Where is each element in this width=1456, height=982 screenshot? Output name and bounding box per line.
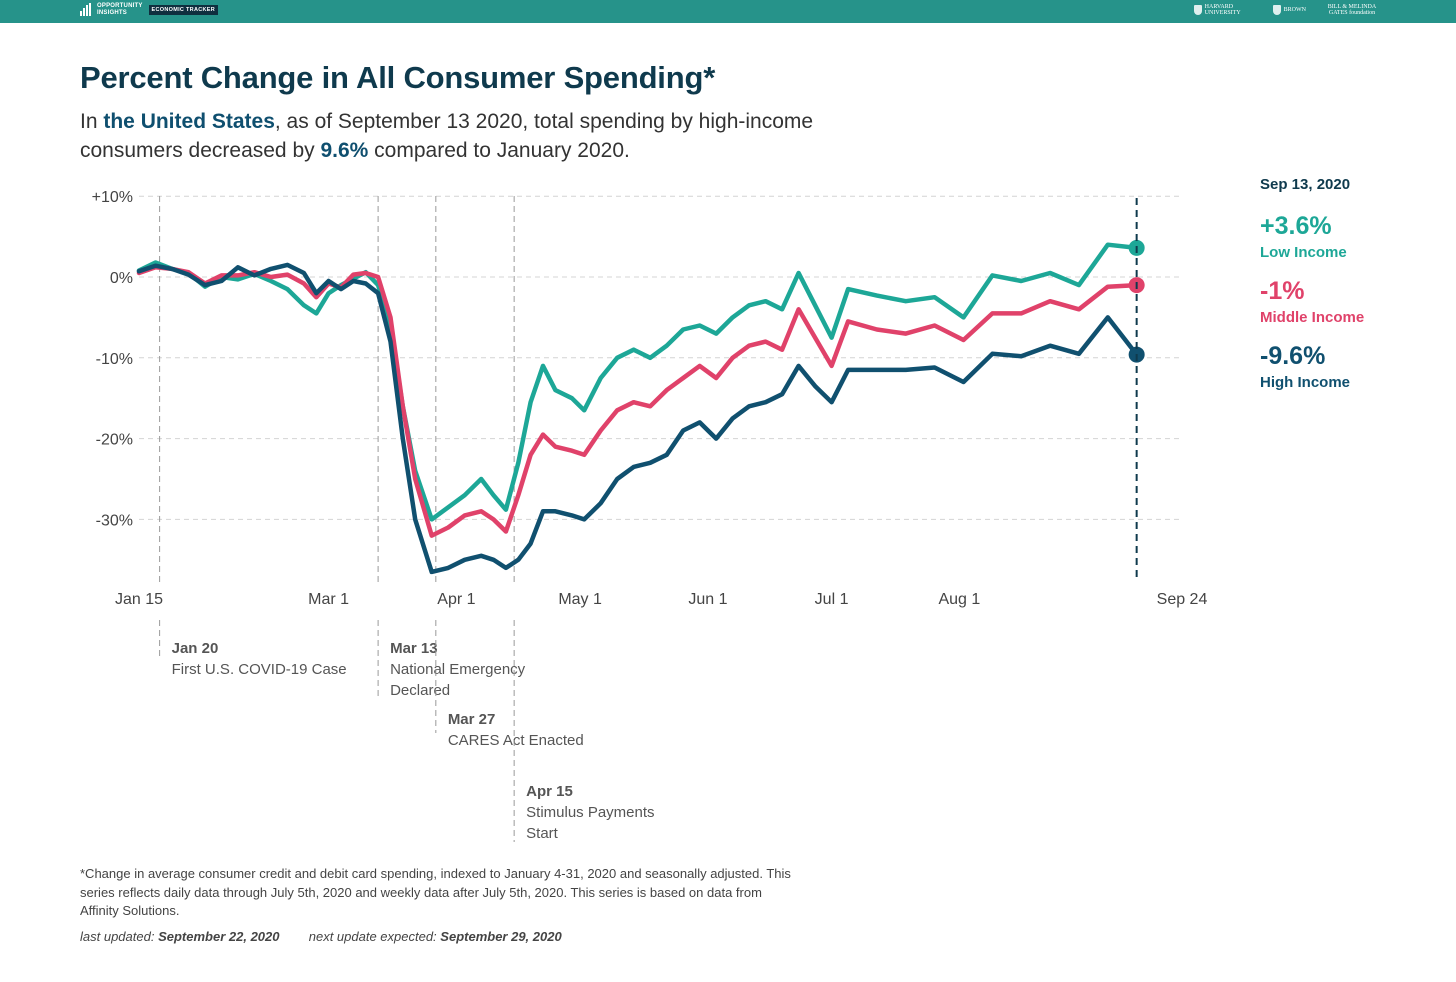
latest-date: Sep 13, 2020 xyxy=(1260,176,1351,193)
last-updated-date: September 22, 2020 xyxy=(158,929,280,944)
partner-harvard[interactable]: HARVARD UNIVERSITY xyxy=(1193,4,1253,16)
event-label: Start xyxy=(526,825,559,842)
partner-brown-label: BROWN xyxy=(1283,7,1306,13)
partner-gates[interactable]: BILL & MELINDA GATES foundation xyxy=(1326,4,1378,16)
x-tick-label: Jul 1 xyxy=(815,591,849,608)
x-tick-label: Apr 1 xyxy=(437,591,475,608)
event-annotations: Jan 20 First U.S. COVID-19 Case Mar 13 Nati… xyxy=(159,196,655,842)
x-tick-label: Jun 1 xyxy=(688,591,727,608)
next-update-date: September 29, 2020 xyxy=(440,929,562,944)
event-label: CARES Act Enacted xyxy=(448,732,584,749)
subtitle-post: compared to January 2020. xyxy=(368,139,630,162)
y-tick-label: -30% xyxy=(96,512,133,529)
page-title: Percent Change in All Consumer Spending* xyxy=(80,60,716,95)
y-tick-label: 0% xyxy=(110,270,133,287)
event-label: Declared xyxy=(390,682,450,699)
partner-gates-label: BILL & MELINDA GATES foundation xyxy=(1327,4,1377,16)
high-income-label[interactable]: High Income xyxy=(1260,374,1351,391)
bar-chart-icon xyxy=(80,3,91,16)
harvard-shield-icon xyxy=(1193,5,1202,15)
partner-logos: HARVARD UNIVERSITY BROWN BILL & MELINDA … xyxy=(1193,4,1378,16)
y-tick-label: -10% xyxy=(96,351,133,368)
partner-harvard-label: HARVARD UNIVERSITY xyxy=(1204,4,1241,16)
page-subtitle: In the United States, as of September 13… xyxy=(80,107,840,165)
brown-shield-icon xyxy=(1272,5,1281,15)
middle-income-value: -1% xyxy=(1260,277,1305,305)
x-tick-label: Sep 24 xyxy=(1157,591,1208,608)
middle-income-label[interactable]: Middle Income xyxy=(1260,309,1365,326)
low-income-summary: +3.6% Low Income xyxy=(1260,211,1364,263)
chart-series xyxy=(136,239,1145,575)
chart-grid xyxy=(139,195,1182,520)
subtitle-pre: In xyxy=(80,110,104,133)
event-label: First U.S. COVID-19 Case xyxy=(172,661,347,678)
y-tick-label: +10% xyxy=(92,189,133,206)
subtitle-value: 9.6% xyxy=(320,139,369,162)
last-updated-label: last updated: xyxy=(80,929,155,944)
partner-brown[interactable]: BROWN xyxy=(1272,5,1306,15)
event-date: Apr 15 xyxy=(526,783,573,800)
high-income-value: -9.6% xyxy=(1260,342,1326,370)
x-tick-label: Jan 15 xyxy=(115,591,163,608)
brand-name: OPPORTUNITY INSIGHTS xyxy=(97,3,143,16)
event-date: Mar 27 xyxy=(448,711,496,728)
event-label: Stimulus Payments xyxy=(526,804,654,821)
x-tick-label: Aug 1 xyxy=(938,591,980,608)
low-income-label[interactable]: Low Income xyxy=(1260,244,1347,261)
next-update-label: next update expected: xyxy=(308,929,437,944)
top-bar: OPPORTUNITY INSIGHTS ECONOMIC TRACKER HA… xyxy=(0,0,1456,23)
x-tick-label: May 1 xyxy=(558,591,602,608)
brand-line-2: INSIGHTS xyxy=(97,9,127,16)
spending-chart: Jan 20 First U.S. COVID-19 Case Mar 13 Nati… xyxy=(92,189,1207,842)
y-tick-label: -20% xyxy=(96,432,133,449)
subtitle-place[interactable]: the United States xyxy=(103,110,275,133)
update-info: last updated: September 22, 2020 next up… xyxy=(80,929,562,944)
x-axis: Jan 15 Mar 1 Apr 1 May 1 Jun 1 Jul 1 Aug 1 Sep … xyxy=(115,591,1207,608)
series-line-high xyxy=(136,262,1139,575)
y-axis: +10% 0% -10% -20% -30% xyxy=(92,189,133,529)
high-income-summary: -9.6% High Income xyxy=(1260,341,1364,393)
brand-logo[interactable]: OPPORTUNITY INSIGHTS ECONOMIC TRACKER xyxy=(80,3,219,16)
footnote: *Change in average consumer credit and d… xyxy=(80,866,791,918)
middle-income-summary: -1% Middle Income xyxy=(1260,276,1364,328)
series-line-middle xyxy=(136,265,1139,538)
event-label: National Emergency xyxy=(390,661,526,678)
event-date: Mar 13 xyxy=(390,640,438,657)
brand-tag: ECONOMIC TRACKER xyxy=(148,4,219,15)
latest-values-panel: Sep 13, 2020 +3.6% Low Income -1% Middle… xyxy=(1260,176,1364,406)
low-income-value: +3.6% xyxy=(1260,212,1332,240)
event-date: Jan 20 xyxy=(172,640,219,657)
subtitle-mid: , as of September 13 2020, total spendin… xyxy=(80,110,814,162)
x-tick-label: Mar 1 xyxy=(308,591,349,608)
series-line-low xyxy=(136,242,1139,522)
brand-line-1: OPPORTUNITY xyxy=(97,3,143,9)
